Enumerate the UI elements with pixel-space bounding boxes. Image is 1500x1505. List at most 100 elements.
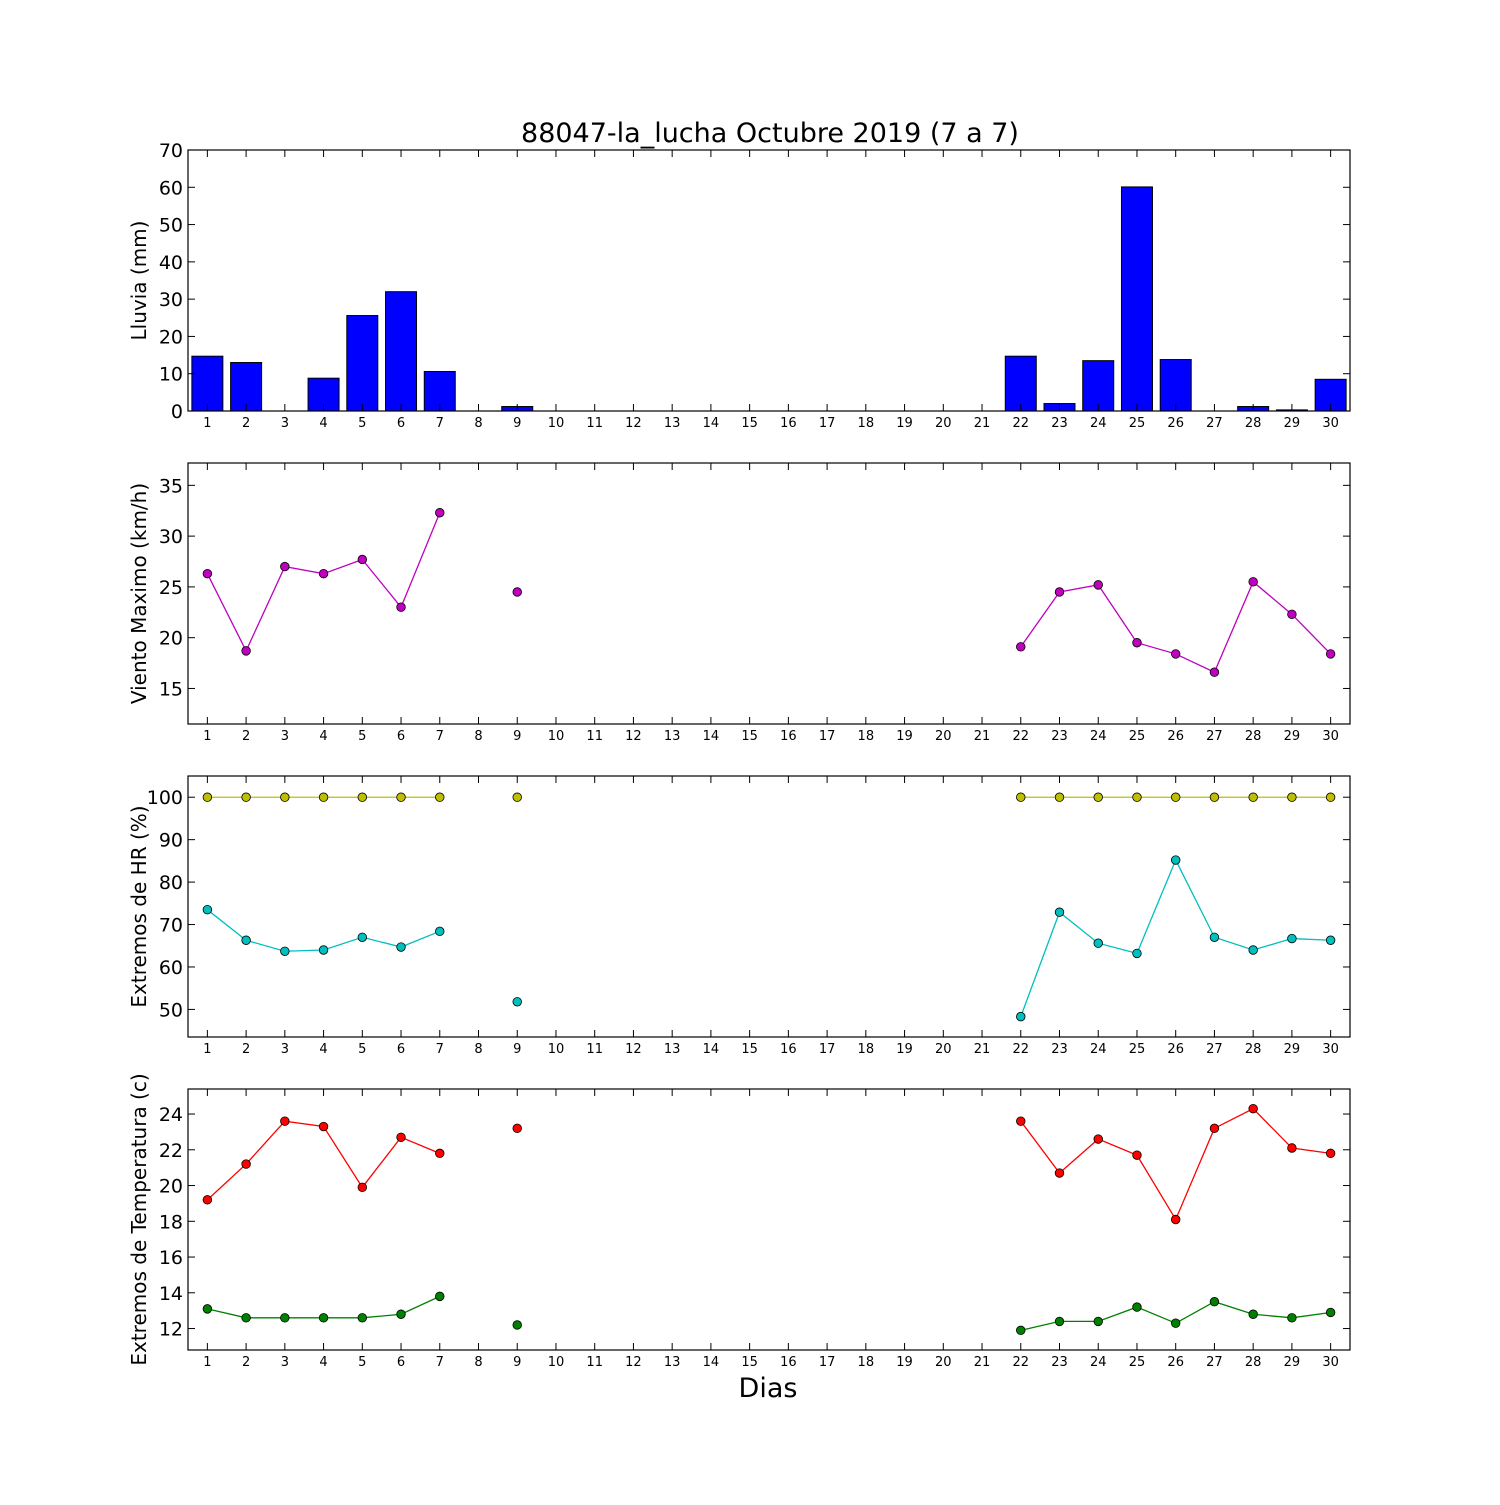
x-tick-label: 12 (625, 1042, 642, 1057)
x-tick-label: 6 (397, 729, 405, 744)
x-tick-label: 6 (397, 1042, 405, 1057)
x-tick-label: 9 (513, 1042, 521, 1057)
series-1-point-day-1 (202, 1195, 213, 1205)
y-tick-label: 10 (159, 364, 183, 386)
x-tick-label: 16 (780, 729, 797, 744)
x-tick-label: 19 (896, 729, 913, 744)
x-tick-label: 10 (548, 416, 565, 431)
series-2-point-day-30 (1325, 935, 1336, 945)
series-1-point-day-4 (318, 569, 329, 579)
x-tick-label: 24 (1090, 1355, 1107, 1370)
x-tick-label: 28 (1245, 416, 1262, 431)
y-tick-label: 50 (159, 215, 183, 237)
bar-day-24 (1082, 360, 1115, 412)
x-tick-label: 17 (819, 416, 836, 431)
x-tick-label: 4 (319, 416, 327, 431)
series-1-line (206, 1120, 441, 1201)
series-2-point-day-1 (202, 904, 213, 915)
series-1-point-day-6 (396, 1132, 406, 1142)
y-tick-label: 20 (159, 326, 183, 348)
x-tick-label: 15 (741, 416, 758, 431)
series-1-point-day-3 (280, 792, 290, 802)
x-tick-label: 23 (1051, 416, 1068, 431)
series-2-point-day-29 (1287, 933, 1297, 944)
x-tick-label: 7 (436, 1042, 444, 1057)
series-1-point-day-9 (512, 587, 522, 597)
x-tick-label: 29 (1284, 416, 1301, 431)
x-tick-label: 13 (664, 1355, 681, 1370)
bar-day-2 (230, 362, 263, 412)
y-tick-label: 25 (159, 577, 183, 599)
y-tick-label: 90 (159, 830, 183, 852)
series-2-point-day-6 (396, 942, 406, 952)
x-tick-label: 8 (474, 729, 482, 744)
x-tick-label: 8 (474, 1042, 482, 1057)
x-tick-label: 24 (1090, 729, 1107, 744)
series-1-point-day-27 (1209, 1123, 1220, 1134)
y-axis-label: Viento Maximo (km/h) (127, 483, 151, 704)
y-axis-label: Extremos de Temperatura (c) (127, 1073, 151, 1365)
x-tick-label: 3 (281, 1042, 289, 1057)
y-tick-label: 24 (159, 1104, 183, 1126)
y-tick-label: 30 (159, 526, 183, 548)
x-tick-label: 3 (281, 729, 289, 744)
series-2-point-day-26 (1170, 855, 1181, 865)
series-2-point-day-23 (1054, 1316, 1065, 1327)
series-1-point-day-28 (1248, 577, 1258, 587)
series-2-point-day-4 (318, 945, 329, 955)
x-tick-label: 2 (242, 729, 250, 744)
x-tick-label: 10 (548, 1042, 565, 1057)
x-tick-label: 11 (586, 416, 603, 431)
series-1-point-day-22 (1016, 792, 1026, 802)
x-tick-label: 11 (586, 1355, 603, 1370)
x-tick-label: 3 (281, 1355, 289, 1370)
x-tick-label: 25 (1129, 729, 1146, 744)
series-1-point-day-2 (241, 1159, 251, 1169)
x-tick-label: 23 (1051, 1355, 1068, 1370)
x-tick-label: 14 (703, 1042, 720, 1057)
series-1-point-day-4 (318, 792, 329, 802)
x-tick-label: 14 (703, 729, 720, 744)
x-tick-label: 1 (203, 1355, 211, 1370)
series-2-point-day-5 (357, 932, 368, 942)
series-2-point-day-9 (512, 1320, 522, 1330)
x-tick-label: 26 (1167, 729, 1184, 744)
x-tick-label: 19 (896, 1042, 913, 1057)
x-tick-label: 11 (586, 729, 603, 744)
x-tick-label: 1 (203, 1042, 211, 1057)
x-tick-label: 27 (1206, 1355, 1223, 1370)
x-tick-label: 2 (242, 416, 250, 431)
series-1-point-day-27 (1209, 792, 1220, 802)
x-tick-label: 9 (513, 729, 521, 744)
x-tick-label: 16 (780, 1355, 797, 1370)
x-tick-label: 16 (780, 416, 797, 431)
x-tick-label: 6 (397, 1355, 405, 1370)
x-tick-label: 29 (1284, 1042, 1301, 1057)
bar-day-26 (1159, 359, 1192, 412)
y-tick-label: 60 (159, 957, 183, 979)
series-2-point-day-7 (435, 926, 445, 937)
y-tick-label: 12 (159, 1319, 183, 1341)
x-tick-label: 14 (703, 416, 720, 431)
x-tick-label: 5 (358, 1042, 366, 1057)
series-2-point-day-28 (1248, 1309, 1258, 1319)
series-1-point-day-3 (280, 1116, 290, 1126)
y-tick-label: 40 (159, 252, 183, 274)
y-tick-label: 18 (159, 1211, 183, 1233)
bar-day-25 (1120, 186, 1153, 412)
series-1-point-day-25 (1132, 1150, 1142, 1160)
series-1-point-day-29 (1287, 609, 1297, 620)
chart-title: 88047-la_lucha Octubre 2019 (7 a 7) (521, 118, 1019, 149)
x-tick-label: 2 (242, 1042, 250, 1057)
y-tick-label: 35 (159, 475, 183, 497)
series-1-point-day-30 (1325, 792, 1336, 802)
x-tick-label: 24 (1090, 416, 1107, 431)
series-1-point-day-26 (1170, 649, 1181, 659)
series-1-point-day-24 (1093, 1134, 1103, 1144)
series-1-point-day-22 (1016, 1116, 1026, 1126)
series-1-point-day-5 (357, 554, 368, 565)
series-2-point-day-3 (280, 1313, 290, 1323)
panel-frame (187, 775, 1351, 1038)
x-tick-label: 12 (625, 1355, 642, 1370)
